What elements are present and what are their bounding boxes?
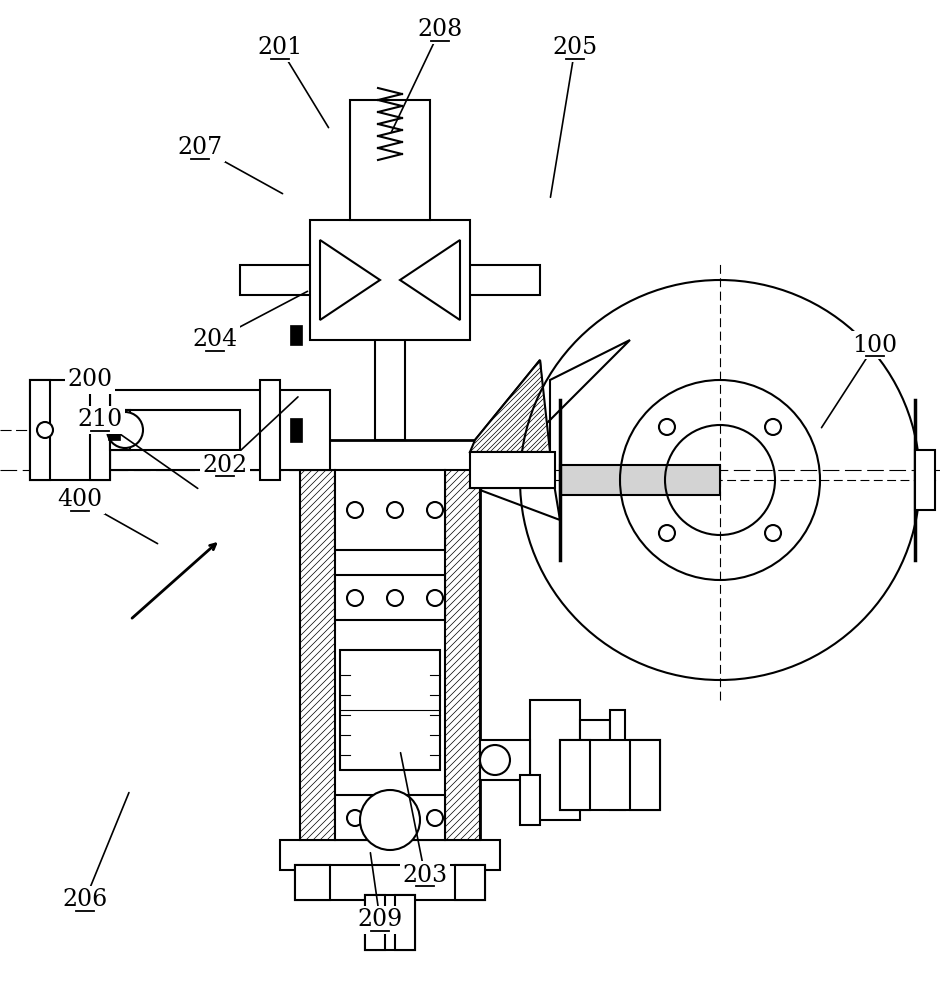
Circle shape bbox=[37, 422, 53, 438]
Text: 203: 203 bbox=[402, 863, 447, 886]
Bar bbox=[365, 895, 415, 950]
Circle shape bbox=[427, 590, 443, 606]
Circle shape bbox=[360, 790, 420, 850]
Bar bbox=[335, 470, 445, 550]
Polygon shape bbox=[630, 740, 660, 810]
Polygon shape bbox=[470, 360, 550, 488]
Bar bbox=[30, 380, 110, 480]
Text: 201: 201 bbox=[258, 36, 303, 60]
Bar bbox=[915, 450, 935, 510]
Bar bbox=[240, 265, 540, 295]
Circle shape bbox=[347, 502, 363, 518]
Polygon shape bbox=[365, 895, 385, 950]
Polygon shape bbox=[445, 470, 480, 840]
Bar bbox=[110, 390, 330, 470]
Bar bbox=[295, 865, 485, 900]
Circle shape bbox=[765, 525, 781, 541]
Bar bbox=[520, 775, 540, 825]
Bar bbox=[530, 700, 580, 820]
Bar bbox=[290, 325, 302, 345]
Polygon shape bbox=[395, 895, 415, 950]
Polygon shape bbox=[110, 410, 130, 420]
Bar bbox=[280, 840, 500, 870]
Circle shape bbox=[347, 810, 363, 826]
Text: 400: 400 bbox=[57, 488, 102, 512]
Circle shape bbox=[387, 502, 403, 518]
Bar bbox=[580, 720, 610, 800]
Text: 205: 205 bbox=[553, 36, 598, 60]
Bar bbox=[108, 420, 120, 440]
Polygon shape bbox=[110, 440, 130, 450]
Polygon shape bbox=[90, 380, 110, 480]
Polygon shape bbox=[455, 865, 485, 900]
Text: 210: 210 bbox=[77, 408, 122, 432]
Bar bbox=[375, 220, 405, 440]
Circle shape bbox=[107, 412, 143, 448]
Circle shape bbox=[765, 419, 781, 435]
Text: 207: 207 bbox=[178, 136, 223, 159]
Bar bbox=[310, 220, 470, 340]
Circle shape bbox=[659, 419, 675, 435]
Bar bbox=[350, 100, 430, 220]
Text: 200: 200 bbox=[68, 368, 113, 391]
Circle shape bbox=[480, 745, 510, 775]
Circle shape bbox=[347, 590, 363, 606]
Circle shape bbox=[387, 810, 403, 826]
Text: 204: 204 bbox=[193, 328, 238, 352]
Polygon shape bbox=[470, 360, 550, 452]
Bar bbox=[480, 740, 530, 780]
Polygon shape bbox=[30, 380, 50, 480]
Bar bbox=[335, 575, 445, 620]
Text: 202: 202 bbox=[202, 454, 247, 477]
Polygon shape bbox=[260, 380, 280, 480]
Polygon shape bbox=[400, 240, 460, 320]
Text: 100: 100 bbox=[853, 334, 898, 357]
Bar bbox=[340, 650, 440, 770]
Polygon shape bbox=[295, 865, 330, 900]
Bar bbox=[560, 465, 720, 495]
Polygon shape bbox=[560, 740, 590, 810]
Bar bbox=[300, 440, 480, 870]
Bar bbox=[470, 452, 555, 488]
Bar bbox=[610, 710, 625, 810]
Text: 206: 206 bbox=[62, 888, 107, 912]
Bar bbox=[560, 740, 660, 810]
Bar bbox=[110, 410, 240, 450]
Circle shape bbox=[427, 810, 443, 826]
Text: 208: 208 bbox=[417, 18, 462, 41]
Polygon shape bbox=[480, 340, 630, 520]
Circle shape bbox=[659, 525, 675, 541]
Circle shape bbox=[387, 590, 403, 606]
Text: 209: 209 bbox=[357, 908, 402, 932]
Polygon shape bbox=[300, 470, 335, 840]
Bar bbox=[290, 418, 302, 442]
Polygon shape bbox=[320, 240, 380, 320]
Circle shape bbox=[427, 502, 443, 518]
Bar bbox=[335, 795, 445, 840]
